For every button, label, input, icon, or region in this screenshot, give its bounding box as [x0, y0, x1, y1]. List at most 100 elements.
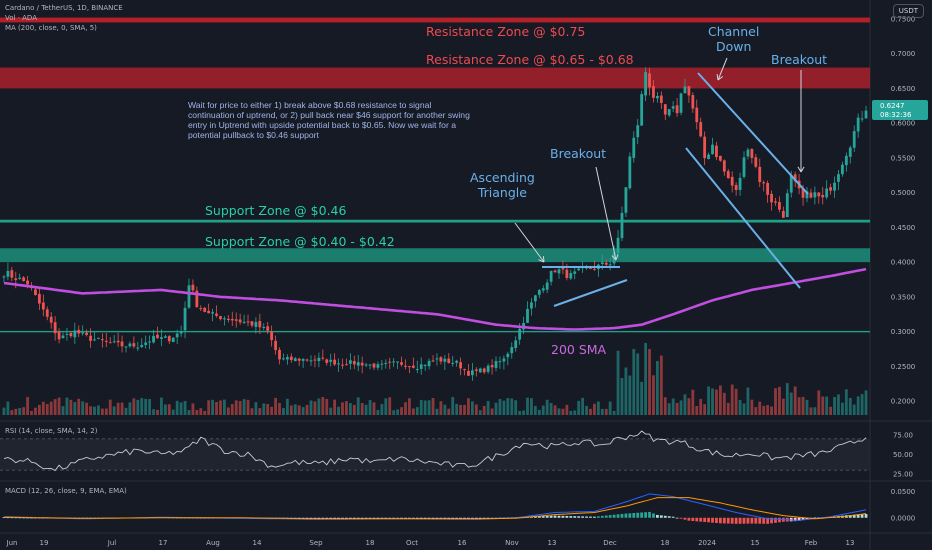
candle-body: [841, 164, 844, 175]
volume-bar: [486, 400, 490, 415]
volume-bar: [364, 404, 368, 415]
macd-histogram-bar: [545, 515, 549, 518]
candle-body: [203, 307, 207, 312]
macd-histogram-bar: [376, 517, 380, 519]
chart-title: Cardano / TetherUS, 1D, BINANCE: [5, 4, 123, 12]
candle-body: [415, 368, 419, 370]
macd-histogram-bar: [541, 516, 545, 518]
macd-histogram-bar: [600, 515, 604, 518]
candle-body: [348, 360, 352, 364]
macd-histogram-bar: [758, 517, 762, 524]
volume-bar: [848, 397, 852, 415]
macd-histogram-bar: [313, 517, 317, 519]
candle-body: [380, 363, 384, 365]
candle-body: [266, 326, 270, 331]
candle-body: [199, 308, 203, 310]
volume-bar: [112, 406, 116, 415]
candle-body: [738, 177, 742, 190]
macd-histogram-bar: [675, 517, 679, 519]
candle-body: [490, 364, 494, 368]
candle-body: [215, 313, 218, 316]
candle-body: [722, 160, 726, 172]
price-tick-label: 0.7000: [891, 50, 916, 58]
macd-histogram-bar: [636, 512, 640, 518]
candle-body: [829, 187, 833, 191]
macd-histogram-bar: [726, 517, 730, 524]
time-tick-label: Jun: [6, 539, 18, 547]
candle-body: [293, 358, 297, 362]
candle-body: [518, 328, 522, 340]
volume-bar: [49, 401, 53, 415]
volume-bar: [345, 401, 348, 415]
volume-bar: [762, 405, 766, 415]
volume-bar: [514, 400, 518, 415]
volume-bar: [734, 388, 738, 415]
macd-histogram-bar: [738, 517, 742, 524]
volume-bar: [258, 408, 262, 415]
volume-bar: [250, 408, 254, 415]
volume-bar: [372, 402, 376, 415]
volume-bar: [160, 397, 163, 415]
volume-bar: [6, 401, 10, 415]
candle-body: [718, 155, 722, 161]
candle-body: [864, 110, 868, 119]
macd-histogram-bar: [435, 517, 439, 519]
candle-body: [97, 337, 100, 339]
volume-bar: [120, 402, 124, 415]
macd-histogram-bar: [447, 517, 451, 519]
volume-bar: [585, 405, 588, 415]
currency-badge[interactable]: USDT: [892, 4, 924, 18]
ascending-triangle-label: Ascending Triangle: [470, 170, 535, 200]
volume-bar: [852, 404, 856, 415]
volume-bar: [640, 381, 644, 415]
candle-body: [230, 318, 234, 321]
breakout-1-arrow: [595, 166, 617, 261]
volume-bar: [565, 404, 569, 415]
volume-bar: [144, 398, 148, 415]
candle-body: [408, 366, 411, 368]
candle-body: [459, 362, 462, 369]
candle-body: [801, 188, 805, 198]
price-zone: [0, 67, 870, 89]
macd-histogram-bar: [467, 517, 470, 519]
macd-histogram-bar: [620, 513, 624, 518]
candle-body: [620, 212, 624, 239]
macd-histogram-bar: [439, 517, 443, 519]
candle-body: [707, 154, 710, 160]
volume-bar: [506, 398, 510, 415]
candle-body: [207, 310, 211, 314]
price-zone: [0, 219, 870, 223]
candle-body: [400, 362, 403, 365]
candle-body: [160, 337, 163, 339]
candle-body: [703, 136, 707, 159]
volume-bar: [65, 397, 69, 415]
volume-bar: [675, 402, 679, 415]
candle-body: [376, 364, 380, 368]
candle-body: [813, 192, 817, 198]
macd-histogram-bar: [372, 517, 376, 519]
candle-body: [628, 156, 632, 189]
volume-bar: [400, 407, 403, 415]
candle-body: [22, 277, 26, 281]
candle-body: [774, 201, 777, 203]
macd-histogram-bar: [419, 517, 423, 519]
volume-bar: [632, 348, 636, 415]
volume-bar: [593, 403, 596, 415]
volume-bar: [829, 406, 833, 415]
candle-body: [856, 117, 860, 132]
sma-line: [3, 267, 867, 331]
macd-histogram-bar: [624, 513, 628, 518]
candle-body: [179, 331, 183, 334]
candle-body: [246, 321, 250, 323]
volume-bar: [14, 408, 18, 415]
candle-body: [663, 104, 667, 115]
candle-body: [144, 342, 148, 345]
candle-body: [652, 86, 655, 98]
candle-body: [750, 148, 754, 158]
macd-histogram-bar: [632, 513, 636, 518]
macd-histogram-bar: [604, 515, 608, 518]
volume-bar: [10, 410, 14, 415]
macd-histogram-bar: [474, 517, 478, 519]
